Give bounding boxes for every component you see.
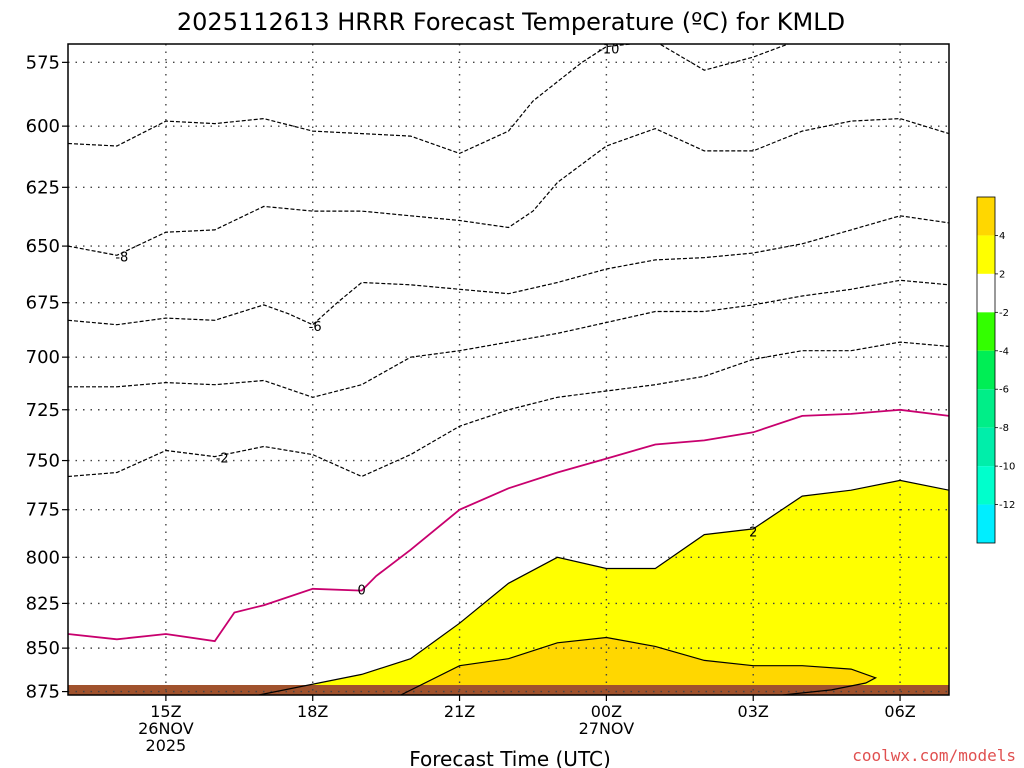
y-tick-label: 750 <box>26 451 60 472</box>
colorbar-swatch <box>977 235 995 274</box>
y-tick-label: 675 <box>26 293 60 314</box>
contour-label: -6 <box>309 320 322 335</box>
colorbar-swatch <box>977 350 995 390</box>
contour-label: 0 <box>358 584 366 599</box>
colorbar-label: -6 <box>999 385 1009 396</box>
x-tick-label: 27NOV <box>579 719 635 738</box>
x-tick-label: 18Z <box>297 702 328 721</box>
colorbar-swatch <box>977 466 995 505</box>
y-tick-label: 825 <box>26 593 60 614</box>
y-tick-label: 600 <box>26 116 60 137</box>
x-tick-label: 00Z <box>591 702 622 721</box>
y-tick-label: 650 <box>26 236 60 257</box>
credit-text[interactable]: coolwx.com/models <box>852 746 1016 765</box>
contour-4 <box>400 636 878 695</box>
colorbar-label: -12 <box>999 500 1015 511</box>
y-tick-label: 575 <box>26 52 60 73</box>
colorbar-label: 2 <box>999 269 1005 280</box>
colorbar: 4 2 -2 -4 -6 -8 -10 -12 <box>976 196 1015 544</box>
x-tick-label: 06Z <box>884 702 915 721</box>
colorbar-swatch <box>977 197 995 236</box>
plot-inner: -10 -8 -6 -2 0 2 <box>68 42 949 695</box>
temperature-band-c2 <box>258 480 949 695</box>
contour-2 <box>258 479 949 695</box>
ground-strip <box>68 685 949 695</box>
y-tick-label: 800 <box>26 547 60 568</box>
colorbar-swatch <box>977 312 995 351</box>
colorbar-label: 4 <box>999 231 1005 242</box>
temperature-band-c4 <box>400 637 876 695</box>
contour-label: 2 <box>749 526 757 541</box>
plot-area: -10 -8 -6 -2 0 2 <box>68 42 949 695</box>
y-tick-label: 875 <box>26 682 60 703</box>
colorbar-frame <box>976 196 996 544</box>
colorbar-swatch <box>977 389 995 428</box>
colorbar-label: -4 <box>999 346 1009 357</box>
x-tick-label: 2025 <box>146 736 187 755</box>
contour-label: -10 <box>598 42 619 57</box>
contour-label: -2 <box>216 452 229 467</box>
colorbar-swatch <box>977 504 995 543</box>
x-tick-label: 03Z <box>738 702 769 721</box>
plot-frame <box>67 43 950 696</box>
contour-0 <box>68 408 949 643</box>
axes: 575 600 625 650 675 700 725 750 775 800 825 850 875 1… <box>26 43 950 755</box>
contour--10 <box>68 44 790 155</box>
x-tick-label: 15Z <box>150 702 181 721</box>
chart-title: 2025112613 HRRR Forecast Temperature (ºC… <box>177 8 845 36</box>
y-tick-label: 625 <box>26 177 60 198</box>
contour--2 <box>68 341 949 478</box>
x-tick-label: 21Z <box>444 702 475 721</box>
contour-label: -8 <box>115 251 128 266</box>
contour--4 <box>68 279 949 398</box>
colorbar-label: -2 <box>999 308 1009 319</box>
colorbar-swatch <box>977 273 995 313</box>
colorbar-swatch <box>977 427 995 467</box>
y-tick-label: 850 <box>26 638 60 659</box>
colorbar-label: -8 <box>999 423 1009 434</box>
temperature-band-c-2 <box>68 44 949 477</box>
contour--6 <box>68 215 949 326</box>
y-tick-label: 775 <box>26 500 60 521</box>
y-tick-label: 725 <box>26 400 60 421</box>
y-tick-label: 700 <box>26 347 60 368</box>
x-axis-label: Forecast Time (UTC) <box>409 747 611 768</box>
colorbar-label: -10 <box>999 462 1015 473</box>
x-tick-label: 26NOV <box>138 719 194 738</box>
